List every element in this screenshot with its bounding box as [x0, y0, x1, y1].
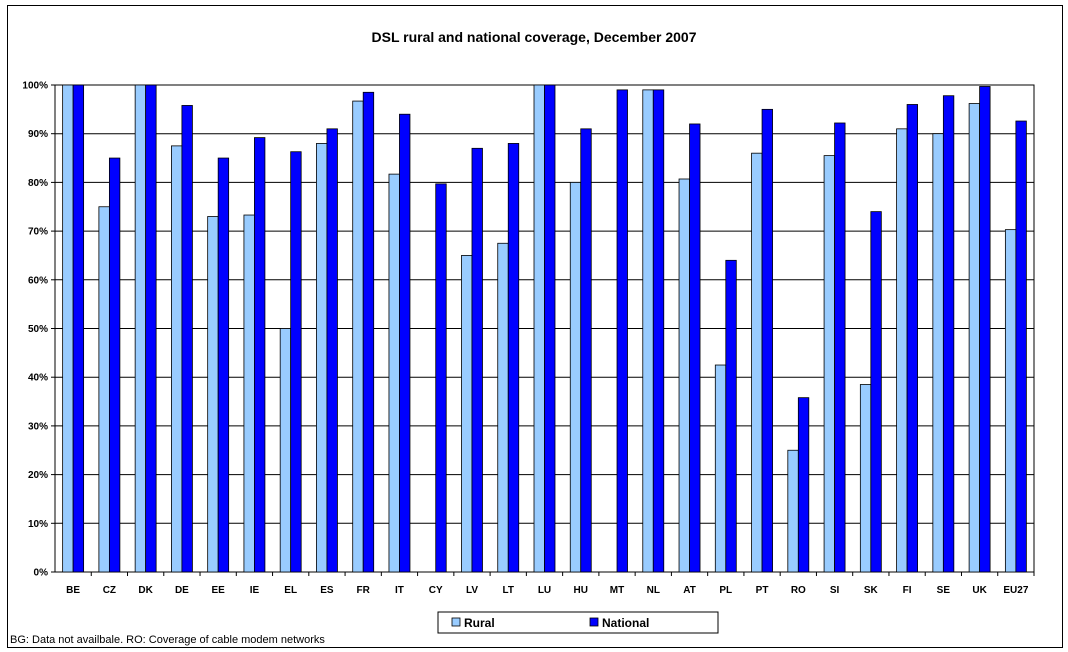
bar-rural-lu — [533, 84, 545, 573]
x-tick-label: DE — [175, 585, 189, 596]
x-tick-label: CZ — [103, 585, 116, 596]
bar-national-se — [942, 95, 955, 573]
x-tick-label: RO — [791, 585, 806, 596]
bar-rural-si — [823, 155, 835, 573]
y-tick-label: 0% — [34, 568, 49, 579]
bar-rural-nl — [642, 89, 654, 573]
x-tick-label: NL — [647, 585, 660, 596]
legend — [437, 611, 719, 634]
bar-national-lv — [471, 147, 483, 573]
bar-rural-pt — [751, 152, 763, 573]
bar-national-it — [399, 113, 411, 573]
bar-national-sk — [870, 211, 882, 573]
bar-national-ie — [254, 137, 266, 573]
x-tick-label: PT — [756, 585, 769, 596]
y-tick-label: 80% — [28, 178, 48, 189]
x-tick-label: FI — [903, 585, 912, 596]
x-tick-label: SI — [830, 585, 840, 596]
bar-national-cz — [108, 157, 121, 573]
bar-rural-sk — [859, 384, 872, 573]
bar-rural-ie — [243, 214, 255, 573]
legend-label-national: National — [602, 616, 649, 630]
bar-national-eu27 — [1015, 120, 1027, 573]
bar-rural-uk — [968, 103, 981, 573]
bar-national-de — [181, 105, 193, 573]
bar-rural-ro — [787, 449, 799, 573]
x-tick-label: FR — [357, 585, 371, 596]
x-tick-label: ES — [320, 585, 334, 596]
x-tick-label: SE — [937, 585, 951, 596]
x-tick-label: EE — [211, 585, 225, 596]
bar-national-pl — [725, 259, 737, 573]
bar-national-mt — [616, 89, 628, 573]
x-tick-label: MT — [610, 585, 624, 596]
bar-national-el — [290, 151, 302, 573]
bar-rural-cz — [98, 206, 110, 573]
bar-rural-pl — [714, 364, 727, 573]
chart-title: DSL rural and national coverage, Decembe… — [371, 29, 697, 45]
x-tick-label: DK — [138, 585, 153, 596]
x-tick-label: IT — [395, 585, 404, 596]
bar-rural-de — [171, 145, 183, 573]
y-tick-label: 10% — [28, 519, 48, 530]
y-tick-label: 40% — [28, 373, 48, 384]
bar-national-ro — [797, 397, 810, 573]
y-tick-label: 20% — [28, 470, 48, 481]
x-tick-label: EL — [284, 585, 297, 596]
bar-rural-fi — [896, 128, 908, 573]
legend-label-rural: Rural — [464, 616, 495, 630]
bar-rural-lt — [497, 242, 509, 573]
legend-swatch-rural — [451, 617, 461, 627]
bar-national-lu — [544, 84, 556, 573]
bar-national-es — [326, 128, 338, 573]
bar-national-nl — [652, 89, 665, 573]
bar-rural-ee — [207, 216, 219, 573]
bar-national-lt — [507, 143, 520, 573]
bar-national-fr — [362, 91, 375, 573]
bar-rural-es — [316, 143, 328, 573]
bar-national-at — [689, 123, 701, 573]
bar-rural-it — [388, 173, 400, 573]
bar-national-dk — [145, 84, 157, 573]
legend-swatch-national — [589, 617, 599, 627]
x-tick-label: LV — [466, 585, 478, 596]
y-tick-label: 90% — [28, 129, 48, 140]
bar-national-si — [834, 122, 846, 573]
footnote: BG: Data not availbale. RO: Coverage of … — [10, 634, 325, 646]
x-tick-label: HU — [574, 585, 588, 596]
x-tick-label: CY — [429, 585, 443, 596]
y-tick-label: 70% — [28, 227, 48, 238]
y-tick-label: 100% — [22, 81, 48, 92]
bar-rural-dk — [134, 84, 147, 573]
bar-rural-se — [932, 133, 944, 573]
bar-rural-be — [62, 84, 74, 573]
x-tick-label: IE — [250, 585, 260, 596]
bar-national-pt — [761, 108, 773, 573]
bar-national-cy — [435, 183, 447, 573]
bar-national-uk — [979, 86, 991, 573]
y-tick-label: 30% — [28, 421, 48, 432]
bar-rural-at — [678, 178, 690, 573]
bar-rural-el — [279, 328, 292, 573]
bar-rural-fr — [352, 100, 364, 573]
bar-national-hu — [580, 128, 592, 573]
x-tick-label: LT — [502, 585, 513, 596]
x-tick-label: AT — [683, 585, 696, 596]
x-tick-label: PL — [719, 585, 732, 596]
bar-national-fi — [906, 104, 918, 573]
bar-national-be — [72, 84, 85, 573]
bar-rural-hu — [569, 181, 582, 573]
x-tick-label: BE — [66, 585, 80, 596]
x-tick-label: LU — [538, 585, 551, 596]
x-tick-label: EU27 — [1003, 585, 1028, 596]
bar-national-ee — [217, 157, 230, 573]
bar-rural-lv — [461, 255, 473, 573]
y-tick-label: 60% — [28, 275, 48, 286]
bar-rural-eu27 — [1004, 229, 1017, 573]
y-tick-label: 50% — [28, 324, 48, 335]
x-tick-label: SK — [864, 585, 879, 596]
x-tick-label: UK — [972, 585, 987, 596]
